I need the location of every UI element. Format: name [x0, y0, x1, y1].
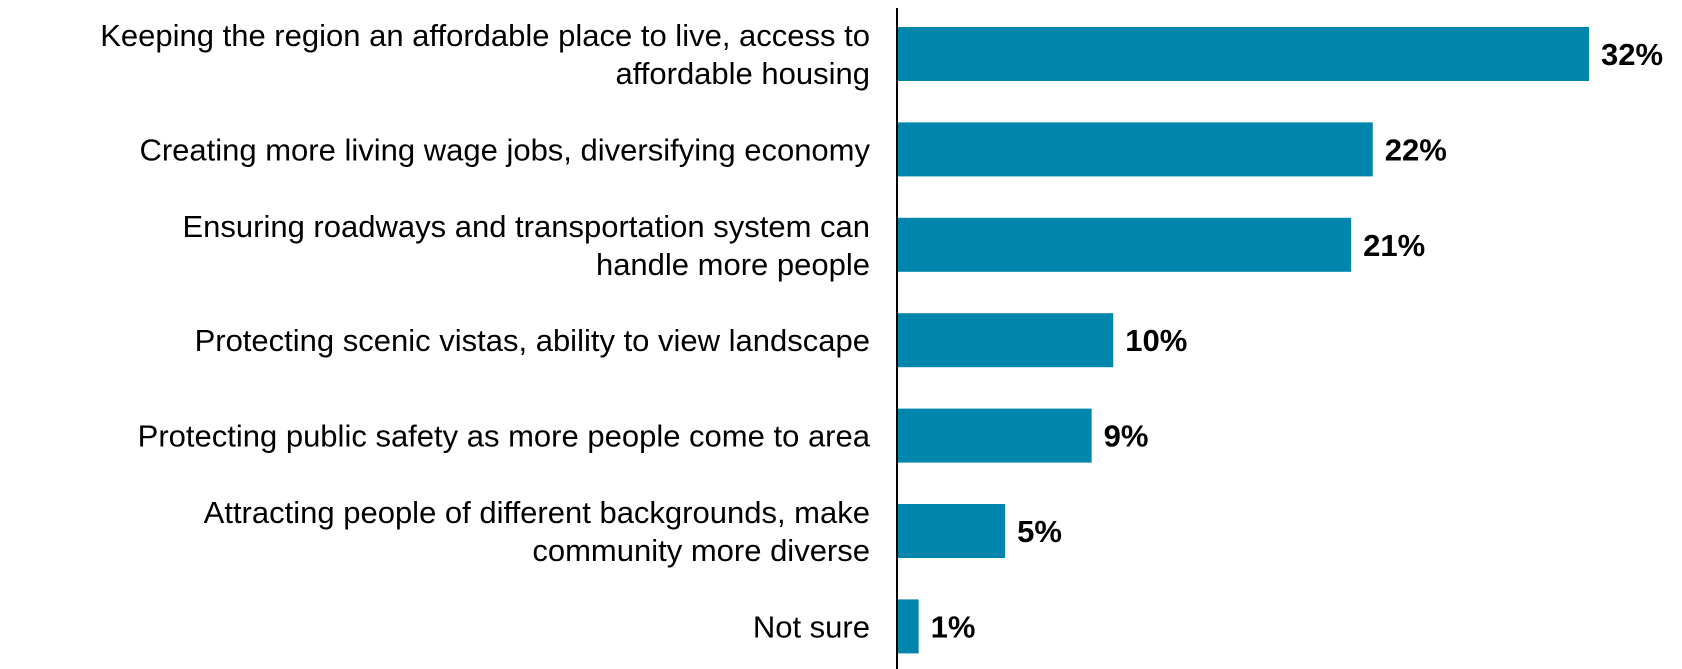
category-label-6-line-1: Attracting people of different backgroun…	[204, 495, 870, 530]
bar-4	[897, 313, 1114, 368]
category-label-7: Not sure	[753, 609, 870, 644]
value-label-1: 32%	[1601, 37, 1663, 72]
category-label-3-line-2: handle more people	[596, 247, 870, 282]
bar-1	[897, 27, 1589, 81]
value-labels-group: 32% 22% 21% 10% 9% 5% 1%	[931, 37, 1663, 644]
value-label-2: 22%	[1385, 132, 1447, 167]
value-label-6: 5%	[1017, 514, 1062, 549]
category-labels-group: Keeping the region an affordable place t…	[100, 18, 871, 644]
bars-group	[897, 27, 1589, 654]
category-label-3-line-1: Ensuring roadways and transportation sys…	[182, 209, 870, 244]
category-label-2: Creating more living wage jobs, diversif…	[139, 132, 870, 167]
category-label-6-line-2: community more diverse	[532, 533, 870, 568]
value-label-3: 21%	[1363, 228, 1425, 263]
bar-5	[897, 408, 1092, 463]
category-label-1-line-1: Keeping the region an affordable place t…	[100, 18, 870, 53]
category-label-5: Protecting public safety as more people …	[138, 419, 871, 454]
bar-6	[897, 504, 1006, 558]
bar-3	[897, 217, 1352, 272]
category-label-4: Protecting scenic vistas, ability to vie…	[195, 323, 870, 358]
bar-7	[897, 599, 919, 654]
value-label-7: 1%	[931, 609, 976, 644]
value-label-5: 9%	[1104, 419, 1149, 454]
value-label-4: 10%	[1125, 323, 1187, 358]
bar-2	[897, 122, 1373, 177]
category-label-1-line-2: affordable housing	[615, 56, 870, 91]
